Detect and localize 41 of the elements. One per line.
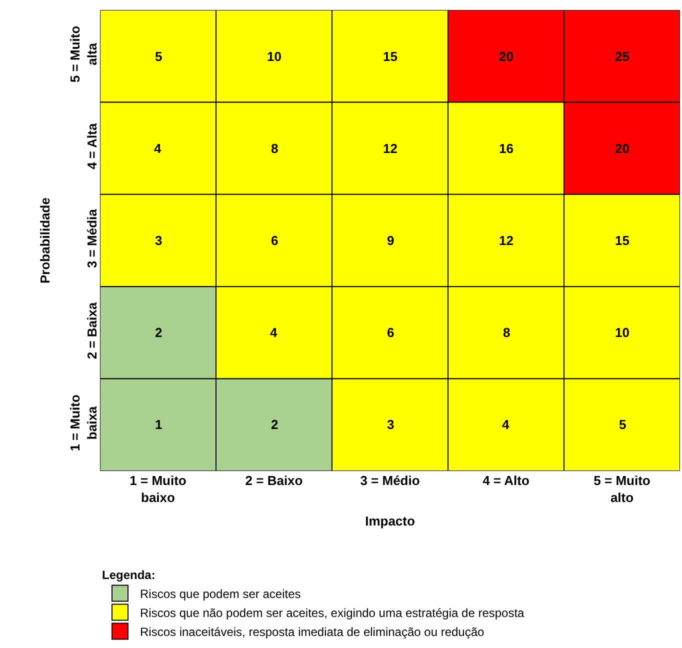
- y-tick-label: 3 = Média: [84, 208, 100, 268]
- data-label: 4: [154, 141, 162, 156]
- x-tick-label: 2 = Baixo: [245, 473, 303, 488]
- data-label: 8: [271, 141, 278, 156]
- data-label: 6: [387, 325, 394, 340]
- data-label: 20: [615, 141, 630, 156]
- x-tick-label: 5 = Muito alto: [594, 473, 650, 505]
- x-tick-label: 4 = Alto: [482, 473, 530, 488]
- data-label: 2: [155, 325, 162, 340]
- x-tick-label: 3 = Médio: [360, 473, 420, 488]
- y-tick-label: 2 = Baixa: [84, 302, 100, 360]
- data-label: 20: [499, 49, 514, 64]
- data-label: 5: [155, 49, 162, 64]
- data-label: 12: [499, 233, 514, 248]
- data-label: 10: [615, 325, 630, 340]
- legend-title: Legenda:: [102, 568, 156, 582]
- data-label: 16: [499, 141, 514, 156]
- x-tick-label: 1 = Muito baixo: [130, 473, 186, 505]
- legend-label: Riscos que podem ser aceites: [140, 586, 301, 601]
- y-tick-label: 4 = Alta: [84, 122, 100, 170]
- data-label: 8: [503, 325, 510, 340]
- y-tick-label: 5 = Muito alta: [68, 26, 100, 82]
- y-axis-title: Probabilidade: [37, 198, 52, 284]
- legend-label: Riscos inaceitáveis, resposta imediata de eliminação ou redução: [140, 624, 485, 639]
- data-label: 25: [615, 49, 630, 64]
- data-label: 15: [383, 49, 398, 64]
- data-label: 12: [383, 141, 398, 156]
- data-label: 2: [271, 417, 278, 432]
- data-label: 4: [270, 325, 278, 340]
- data-label: 15: [615, 233, 630, 248]
- data-label: 4: [502, 417, 510, 432]
- data-label: 1: [155, 417, 162, 432]
- legend-label: Riscos que não podem ser aceites, exigindo uma estratégia de resposta: [140, 606, 525, 620]
- data-label: 6: [271, 233, 278, 248]
- x-axis-title: Impacto: [365, 514, 415, 528]
- data-label: 9: [387, 233, 394, 248]
- data-label: 5: [619, 417, 626, 432]
- data-label: 3: [155, 233, 162, 248]
- data-label: 10: [267, 49, 282, 64]
- y-tick-label: 1 = Muito baixa: [68, 394, 100, 452]
- data-label: 3: [387, 417, 394, 432]
